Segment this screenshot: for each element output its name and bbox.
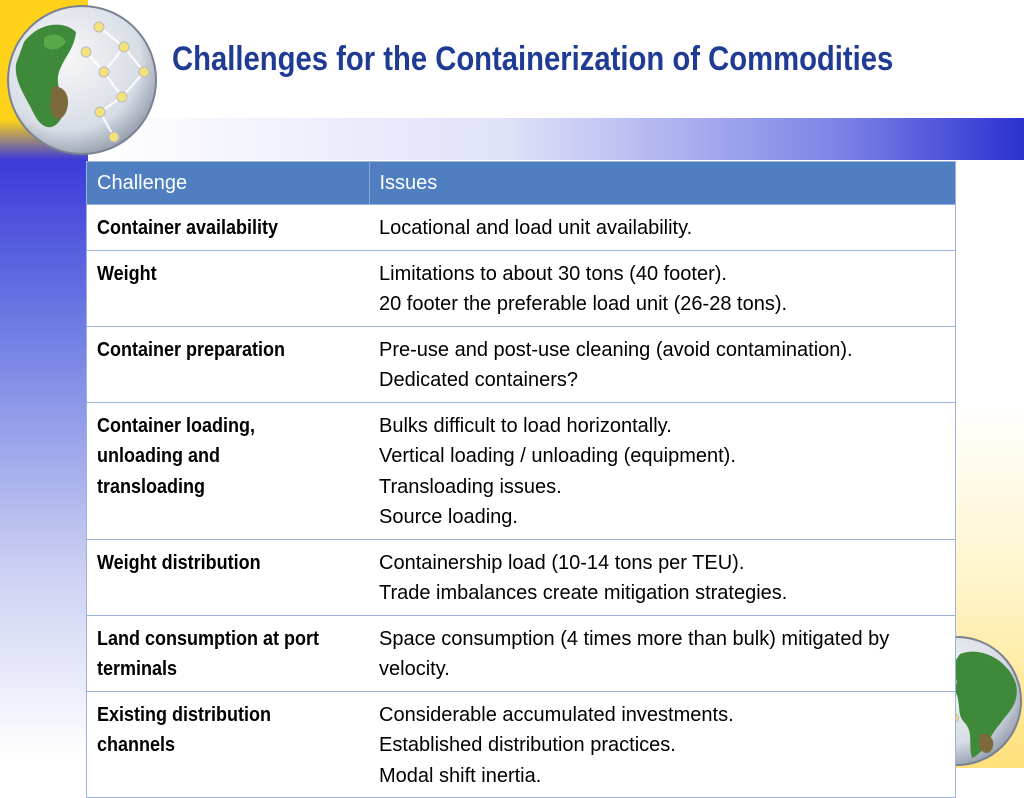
globe-network-icon [7,5,157,155]
issues-cell: Space consumption (4 times more than bul… [369,614,956,691]
header-issues: Issues [368,161,956,205]
challenge-cell: Weight [86,249,369,326]
table-row: Existing distribution channels Considera… [86,690,956,798]
table-row: Weight Limitations to about 30 tons (40 … [86,249,956,326]
issues-cell: Locational and load unit availability. [369,204,956,250]
issue-line: velocity. [379,658,450,680]
challenges-table: Challenge Issues Container availability … [86,161,956,798]
table-row: Land consumption at port terminals Space… [86,614,956,691]
issue-line: Space consumption (4 times more than bul… [379,627,890,650]
issue-line: Source loading. [379,506,518,528]
issues-cell: Bulks difficult to load horizontally. Ve… [369,401,956,539]
issue-line: Established distribution practices. [379,734,676,756]
challenge-cell: Land consumption at port terminals [86,614,369,691]
issues-cell: Considerable accumulated investments. Es… [369,690,956,798]
issue-line: Pre-use and post-use cleaning (avoid con… [379,338,853,361]
table-row: Container loading, unloading and translo… [86,401,956,539]
table-row: Weight distribution Containership load (… [86,538,956,615]
challenge-cell: Container loading, unloading and translo… [86,401,369,539]
slide-title: Challenges for the Containerization of C… [172,40,894,78]
challenge-cell: Container availability [86,204,369,250]
challenge-cell: Weight distribution [86,538,369,615]
challenge-cell: Existing distribution channels [86,690,369,798]
table-header-row: Challenge Issues [86,161,956,205]
header-challenge: Challenge [86,161,369,205]
issue-line: Limitations to about 30 tons (40 footer)… [379,262,727,285]
challenge-cell: Container preparation [86,325,369,402]
issues-cell: Pre-use and post-use cleaning (avoid con… [369,325,956,402]
issue-line: Vertical loading / unloading (equipment)… [379,445,736,467]
issue-line: Transloading issues. [379,475,562,498]
issue-line: Modal shift inertia. [379,764,542,787]
header-gradient-bar [88,118,1024,160]
table-row: Container availability Locational and lo… [86,204,956,250]
issue-line: Locational and load unit availability. [379,217,693,239]
issue-line: Bulks difficult to load horizontally. [379,414,672,437]
issue-line: Dedicated containers? [379,369,579,391]
issues-cell: Limitations to about 30 tons (40 footer)… [369,249,956,326]
table-row: Container preparation Pre-use and post-u… [86,325,956,402]
issue-line: Trade imbalances create mitigation strat… [379,582,788,604]
issue-line: Containership load (10-14 tons per TEU). [379,551,745,574]
issue-line: 20 footer the preferable load unit (26-2… [379,293,788,315]
issue-line: Considerable accumulated investments. [379,703,734,726]
issues-cell: Containership load (10-14 tons per TEU).… [369,538,956,615]
